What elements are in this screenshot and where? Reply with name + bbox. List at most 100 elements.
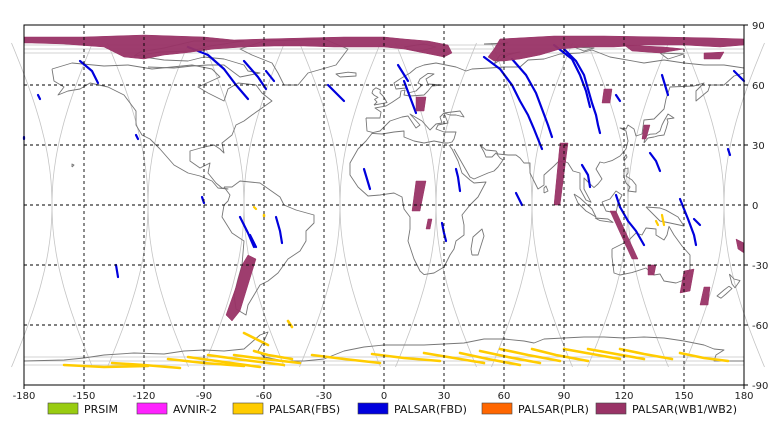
coastline xyxy=(335,71,357,78)
fbd-swath xyxy=(238,215,256,249)
x-tick-label: -90 xyxy=(196,391,212,402)
orbit-track xyxy=(627,42,669,368)
legend-label: PALSAR(PLR) xyxy=(518,403,589,416)
fbs-swath xyxy=(62,363,150,369)
fbs-swath xyxy=(562,347,622,361)
orbit-track xyxy=(531,42,573,368)
wb-swath xyxy=(699,286,711,306)
y-tick-label: -30 xyxy=(752,261,768,272)
coastline xyxy=(349,110,487,276)
coastline xyxy=(453,72,745,203)
wb-swath xyxy=(601,88,613,104)
orbit-track xyxy=(435,42,477,368)
fbd-swath xyxy=(482,55,544,151)
fbs-swath xyxy=(654,219,660,227)
y-tick-label: -60 xyxy=(752,321,768,332)
coastline xyxy=(51,62,273,190)
orbit-track xyxy=(147,42,189,368)
wb-swath xyxy=(679,268,695,294)
fbs-swath xyxy=(252,349,294,361)
legend-label: PALSAR(FBD) xyxy=(394,403,467,416)
legend-swatch xyxy=(481,402,513,415)
legend-item: PRSIM xyxy=(47,402,118,416)
x-tick-label: -180 xyxy=(13,391,36,402)
fbd-swath xyxy=(562,47,602,135)
fbs-swath xyxy=(660,213,666,227)
fbd-swath xyxy=(580,163,592,189)
x-tick-label: 180 xyxy=(734,391,753,402)
fbs-swath xyxy=(618,347,674,361)
coastline xyxy=(543,185,549,194)
fbs-swath xyxy=(370,352,442,363)
fbs-swath xyxy=(422,351,486,365)
y-tick-label: 90 xyxy=(752,21,765,32)
fbd-swath xyxy=(114,263,120,279)
fbd-swath xyxy=(186,45,250,101)
fbd-swath xyxy=(726,147,732,157)
legend-swatch xyxy=(357,402,389,415)
x-tick-label: -30 xyxy=(316,391,332,402)
wb-swath xyxy=(623,44,685,54)
fbd-swath xyxy=(402,79,418,115)
fbs-swath xyxy=(286,319,294,329)
legend-label: PRSIM xyxy=(84,403,118,416)
legend-item: PALSAR(FBS) xyxy=(232,402,340,416)
wb-swath xyxy=(415,96,427,112)
wb-swath xyxy=(225,254,257,322)
legend-swatch xyxy=(232,402,264,415)
fbd-swath xyxy=(326,83,346,103)
fbd-swath xyxy=(78,59,100,85)
legend-item: PALSAR(PLR) xyxy=(481,402,589,416)
x-tick-label: 60 xyxy=(498,391,511,402)
fbs-swath xyxy=(110,361,182,370)
fbs-swath xyxy=(186,355,262,369)
coastline xyxy=(71,163,75,168)
orbit-track xyxy=(339,42,381,368)
acquisition-swaths xyxy=(22,34,746,370)
legend-swatch xyxy=(47,402,79,415)
coastline xyxy=(573,46,595,52)
legend-item: AVNIR-2 xyxy=(136,402,217,416)
wb-swath xyxy=(411,180,427,212)
coastline xyxy=(601,190,623,214)
fbd-swath xyxy=(660,73,670,97)
x-tick-label: 120 xyxy=(614,391,633,402)
x-tick-label: -150 xyxy=(73,391,96,402)
graticule xyxy=(24,25,744,385)
fbd-swath xyxy=(248,233,258,249)
fbs-swath xyxy=(206,353,286,367)
wb-swath xyxy=(23,34,453,60)
fbd-swath xyxy=(514,191,524,207)
fbs-swath xyxy=(252,205,258,211)
y-tick-label: -90 xyxy=(752,381,768,392)
fbd-swath xyxy=(648,151,662,173)
y-tick-label: 0 xyxy=(752,201,758,212)
x-tick-label: 90 xyxy=(558,391,571,402)
x-tick-label: 30 xyxy=(438,391,451,402)
legend: PRSIM AVNIR-2 PALSAR(FBS) PALSAR(FBD) PALSAR… xyxy=(47,402,737,416)
fbd-swath xyxy=(678,197,698,247)
x-tick-label: 0 xyxy=(381,391,387,402)
axis-ticks: -180 -150 -120 -90 -60 -30 0 30 60 90 120 150 180 90 6… xyxy=(13,21,769,402)
fbs-swath xyxy=(458,351,522,367)
wb-swath xyxy=(647,264,657,276)
fbd-swath xyxy=(614,93,622,103)
legend-label: AVNIR-2 xyxy=(173,403,217,416)
orbit-track xyxy=(51,42,93,368)
fbd-swath xyxy=(242,59,268,91)
coastline xyxy=(728,273,741,289)
fbs-swath xyxy=(310,353,382,365)
fbd-swath xyxy=(36,93,42,101)
fbd-swath xyxy=(362,167,372,191)
legend-item: PALSAR(WB1/WB2) xyxy=(595,402,737,416)
wb-swath xyxy=(703,51,725,60)
fbd-swath xyxy=(692,217,702,227)
coastline xyxy=(470,228,485,256)
x-tick-label: -120 xyxy=(133,391,156,402)
fbs-swath xyxy=(586,347,646,361)
legend-item: PALSAR(FBD) xyxy=(357,402,467,416)
fbd-swath xyxy=(274,215,284,245)
fbd-swath xyxy=(396,63,410,83)
coastline xyxy=(623,167,637,193)
